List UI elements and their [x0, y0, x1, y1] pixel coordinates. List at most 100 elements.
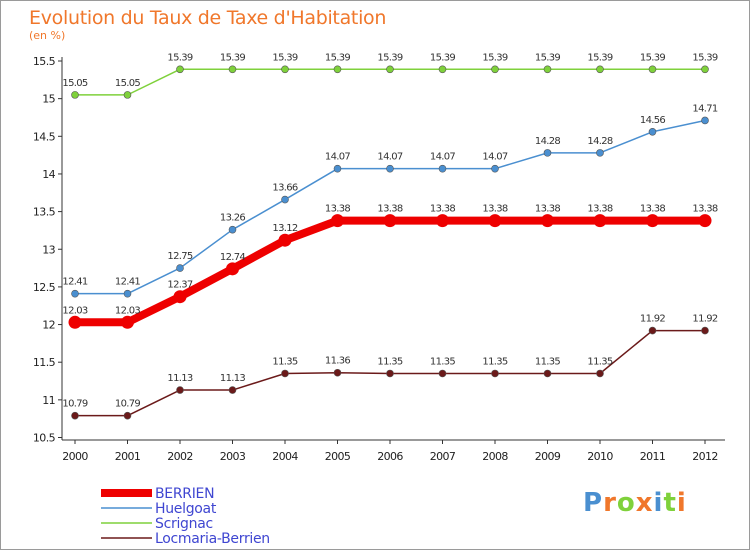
data-label: 11.35 — [482, 356, 507, 367]
data-label: 14.07 — [325, 152, 350, 163]
data-point — [333, 368, 342, 377]
data-label: 12.03 — [62, 305, 87, 316]
data-label: 15.39 — [220, 52, 245, 63]
data-point — [438, 369, 447, 378]
data-label: 15.39 — [325, 52, 350, 63]
data-point — [123, 91, 132, 99]
logo-letter: P — [583, 488, 604, 518]
data-label: 13.38 — [587, 204, 612, 215]
data-point — [491, 65, 499, 74]
data-point — [281, 369, 289, 378]
data-point — [488, 214, 502, 228]
data-label: 13.38 — [640, 204, 665, 215]
data-label: 15.39 — [640, 52, 665, 63]
y-tick-label: 15 — [42, 93, 55, 106]
legend-label: Scrignac — [155, 516, 213, 532]
series-line-scrignac — [74, 68, 706, 96]
data-point — [176, 386, 184, 394]
data-point — [701, 116, 709, 125]
data-point — [278, 233, 292, 247]
data-point — [71, 411, 79, 420]
data-point — [173, 290, 187, 304]
data-label: 14.71 — [692, 103, 717, 114]
data-label: 15.39 — [482, 52, 507, 63]
data-point — [438, 164, 447, 173]
x-tick-label: 2005 — [325, 450, 351, 463]
x-tick-label: 2001 — [115, 450, 141, 463]
data-label: 11.35 — [587, 356, 612, 367]
data-point — [71, 91, 79, 99]
data-label: 15.05 — [115, 78, 140, 89]
data-point — [176, 264, 184, 272]
x-tick-label: 2000 — [62, 450, 88, 463]
logo-letter: t — [663, 488, 677, 518]
y-tick-label: 13 — [42, 243, 55, 256]
data-label: 13.38 — [482, 204, 507, 215]
y-tick-label: 12 — [42, 319, 55, 332]
data-label: 12.74 — [220, 252, 245, 263]
y-tick-label: 10.5 — [33, 432, 56, 445]
data-label: 11.35 — [535, 356, 560, 367]
data-point — [228, 225, 237, 234]
y-tick-label: 12.5 — [33, 281, 56, 294]
data-label: 12.41 — [115, 277, 140, 288]
data-point — [333, 65, 342, 74]
data-point — [331, 214, 344, 228]
data-point — [541, 214, 554, 228]
data-label: 15.39 — [535, 52, 560, 63]
data-point — [648, 65, 657, 74]
data-point — [491, 369, 499, 378]
data-point — [386, 164, 394, 173]
data-label: 11.92 — [640, 314, 665, 325]
data-label: 15.39 — [430, 52, 455, 63]
data-label: 13.38 — [325, 204, 350, 215]
data-point — [701, 326, 709, 335]
data-point — [123, 411, 132, 420]
data-point — [176, 65, 184, 74]
data-point — [701, 65, 709, 74]
data-point — [593, 214, 607, 228]
data-point — [386, 369, 394, 378]
data-label: 15.05 — [62, 78, 87, 89]
data-label: 14.07 — [377, 152, 402, 163]
data-label: 12.41 — [62, 277, 87, 288]
data-point — [438, 65, 447, 74]
data-label: 11.35 — [430, 356, 455, 367]
data-label: 11.36 — [325, 356, 350, 367]
data-label: 14.56 — [640, 115, 665, 126]
data-label: 14.07 — [430, 152, 455, 163]
data-label: 11.13 — [220, 373, 245, 384]
data-label: 15.39 — [377, 52, 402, 63]
data-label: 13.26 — [220, 213, 245, 224]
data-point — [491, 164, 499, 173]
data-point — [71, 289, 79, 298]
data-label: 14.28 — [587, 136, 612, 147]
data-point — [596, 149, 604, 157]
data-label: 15.39 — [272, 52, 297, 63]
logo-letter: o — [616, 488, 636, 518]
data-point — [123, 289, 132, 298]
data-label: 12.75 — [167, 251, 192, 262]
x-tick-label: 2006 — [377, 450, 403, 463]
data-label: 15.39 — [692, 52, 717, 63]
x-tick-label: 2011 — [640, 450, 666, 463]
series-line-berrien — [71, 216, 709, 327]
data-label: 10.79 — [62, 399, 87, 410]
data-label: 13.38 — [535, 204, 560, 215]
proxiti-logo: Proxiti — [583, 488, 687, 518]
chart-subtitle: (en %) — [29, 29, 66, 42]
data-label: 11.13 — [167, 373, 192, 384]
data-point — [543, 65, 552, 74]
data-point — [698, 214, 712, 228]
data-label: 10.79 — [115, 399, 140, 410]
data-label: 13.38 — [430, 204, 455, 215]
data-point — [281, 65, 289, 74]
data-label: 12.03 — [115, 305, 140, 316]
data-label: 11.35 — [377, 356, 402, 367]
data-point — [68, 315, 82, 329]
y-tick-label: 15.5 — [33, 55, 56, 68]
data-point — [333, 164, 342, 173]
data-point — [121, 315, 134, 329]
